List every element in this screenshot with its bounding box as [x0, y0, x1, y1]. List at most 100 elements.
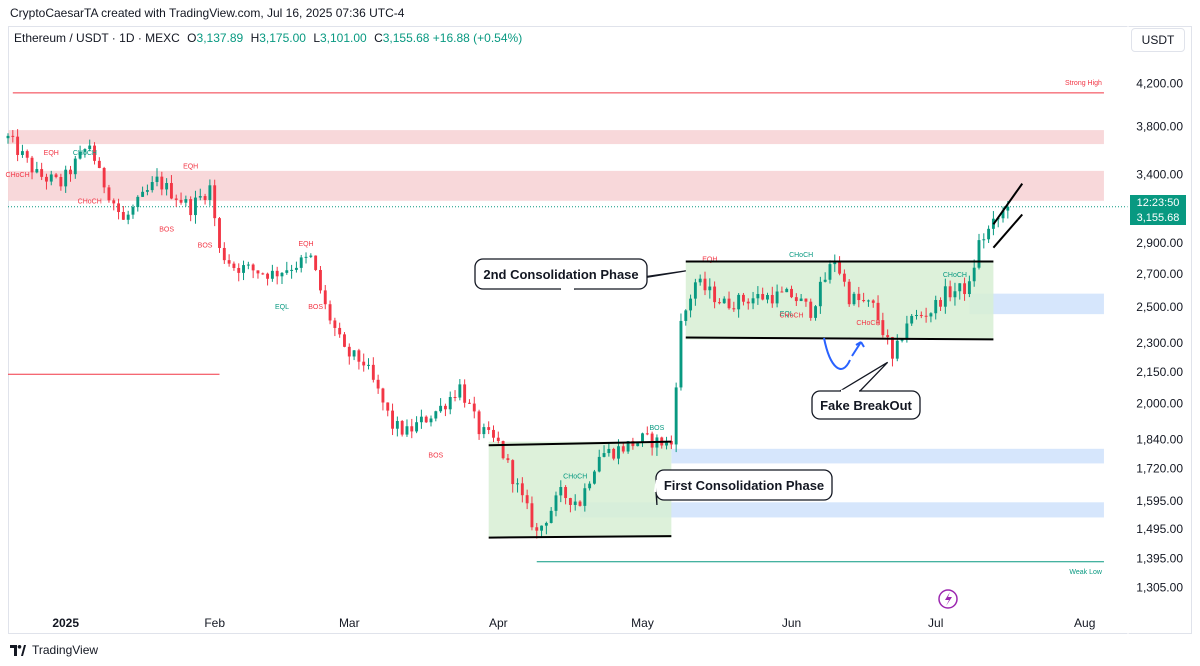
- candle[interactable]: [511, 460, 515, 485]
- candle[interactable]: [693, 282, 697, 299]
- candle[interactable]: [126, 214, 130, 220]
- candle[interactable]: [809, 301, 813, 318]
- candle[interactable]: [891, 337, 894, 359]
- candle[interactable]: [775, 291, 779, 304]
- candle[interactable]: [64, 169, 68, 187]
- candle[interactable]: [367, 364, 370, 366]
- candle[interactable]: [189, 199, 193, 216]
- candle[interactable]: [977, 240, 981, 268]
- candle[interactable]: [395, 421, 399, 429]
- candle[interactable]: [785, 288, 789, 293]
- candle[interactable]: [136, 196, 140, 208]
- candle[interactable]: [602, 453, 606, 457]
- candle[interactable]: [35, 169, 39, 173]
- candle[interactable]: [626, 441, 630, 452]
- candle[interactable]: [612, 448, 616, 459]
- candle[interactable]: [40, 169, 44, 177]
- candle[interactable]: [30, 157, 34, 173]
- candle[interactable]: [770, 294, 774, 304]
- candle[interactable]: [689, 298, 693, 311]
- candle[interactable]: [304, 256, 308, 258]
- candle[interactable]: [482, 427, 486, 435]
- candle[interactable]: [732, 308, 736, 310]
- candle[interactable]: [982, 239, 986, 241]
- candle[interactable]: [833, 261, 837, 265]
- candle[interactable]: [842, 273, 846, 282]
- candle[interactable]: [617, 446, 620, 459]
- candle[interactable]: [121, 212, 125, 220]
- candle[interactable]: [838, 261, 842, 274]
- candle[interactable]: [54, 174, 58, 178]
- candle[interactable]: [333, 320, 337, 328]
- candle[interactable]: [323, 290, 327, 305]
- candle[interactable]: [847, 281, 851, 305]
- candle[interactable]: [919, 315, 923, 317]
- candle[interactable]: [275, 270, 279, 277]
- candle[interactable]: [203, 196, 207, 200]
- candle[interactable]: [145, 190, 149, 192]
- candle[interactable]: [155, 176, 159, 183]
- candle[interactable]: [222, 247, 226, 261]
- candle[interactable]: [525, 495, 529, 504]
- candle[interactable]: [852, 293, 856, 305]
- candle[interactable]: [391, 410, 394, 429]
- candle[interactable]: [362, 361, 366, 366]
- candle[interactable]: [943, 286, 947, 307]
- candle[interactable]: [112, 200, 116, 204]
- candle[interactable]: [49, 174, 53, 182]
- candle[interactable]: [184, 199, 188, 203]
- candle[interactable]: [804, 298, 808, 302]
- candle[interactable]: [924, 315, 928, 317]
- candle[interactable]: [737, 294, 741, 310]
- candle[interactable]: [290, 269, 294, 271]
- candle[interactable]: [886, 335, 890, 338]
- candle[interactable]: [669, 441, 673, 445]
- candle[interactable]: [246, 264, 250, 266]
- candle[interactable]: [520, 483, 524, 496]
- candle[interactable]: [751, 298, 755, 304]
- candle[interactable]: [343, 334, 346, 347]
- candle[interactable]: [698, 278, 702, 283]
- candle[interactable]: [347, 346, 351, 357]
- candle[interactable]: [453, 396, 457, 398]
- candle[interactable]: [895, 340, 899, 359]
- candle[interactable]: [102, 168, 106, 188]
- candle[interactable]: [790, 288, 793, 298]
- candle[interactable]: [439, 405, 443, 412]
- candle[interactable]: [150, 182, 154, 191]
- candle[interactable]: [929, 313, 933, 317]
- candle[interactable]: [588, 483, 592, 489]
- candle[interactable]: [270, 270, 274, 279]
- candle[interactable]: [636, 442, 640, 447]
- candle[interactable]: [410, 426, 414, 432]
- candle[interactable]: [679, 320, 683, 388]
- candle[interactable]: [568, 498, 572, 505]
- candle[interactable]: [213, 185, 217, 219]
- candle[interactable]: [708, 286, 712, 291]
- candle[interactable]: [953, 291, 957, 298]
- candle[interactable]: [559, 487, 563, 496]
- candle[interactable]: [492, 429, 495, 438]
- candle[interactable]: [684, 310, 688, 321]
- candle[interactable]: [910, 315, 914, 324]
- candle[interactable]: [141, 191, 145, 197]
- candle[interactable]: [564, 487, 568, 499]
- candle[interactable]: [866, 300, 870, 302]
- candle[interactable]: [544, 522, 548, 526]
- candle[interactable]: [900, 339, 904, 341]
- candle[interactable]: [939, 299, 942, 307]
- candle[interactable]: [16, 136, 20, 155]
- candle[interactable]: [107, 187, 111, 201]
- candle[interactable]: [280, 272, 284, 277]
- candle[interactable]: [535, 527, 539, 531]
- candle[interactable]: [641, 433, 644, 443]
- candle[interactable]: [198, 196, 202, 198]
- candle[interactable]: [881, 320, 885, 336]
- candle[interactable]: [458, 384, 462, 398]
- candle[interactable]: [20, 151, 24, 155]
- currency-button[interactable]: USDT: [1131, 28, 1185, 52]
- candle[interactable]: [549, 510, 553, 523]
- candle[interactable]: [987, 228, 991, 240]
- candle[interactable]: [487, 427, 491, 430]
- candle[interactable]: [862, 300, 866, 302]
